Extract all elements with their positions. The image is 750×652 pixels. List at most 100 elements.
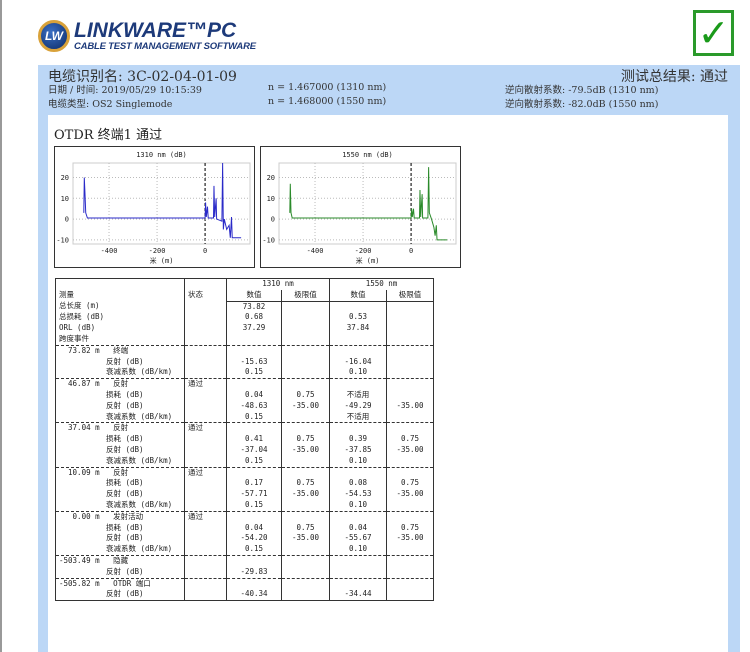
lw-badge: LW [38, 20, 70, 52]
cell [226, 333, 282, 346]
event-row: 73.82 m 终端 [55, 344, 434, 357]
cell [329, 301, 387, 313]
cell: 0.10 [329, 455, 387, 468]
backscatter-1310: 逆向散射系数: -79.5dB (1310 nm) [505, 85, 659, 96]
cell: -35.00 [281, 400, 330, 412]
cell: -40.34 [226, 589, 282, 601]
plot-area [278, 162, 457, 245]
event-row: -503.49 m 隐藏 [55, 554, 434, 567]
cell [184, 344, 227, 357]
cell [386, 455, 434, 468]
summary-row: 总长度 (m) 73.82 [55, 301, 434, 313]
cell: 损耗 (dB) [55, 478, 185, 490]
event-detail-row: 损耗 (dB) 0.04 0.75 不适用 [55, 389, 434, 401]
col-1550: 1550 nm [329, 278, 434, 290]
cell: 0.75 [281, 478, 330, 490]
cell: 37.29 [226, 323, 282, 334]
event-detail-row: 衰减系数 (dB/km) 0.15 0.10 [55, 544, 434, 556]
cell: 总损耗 (dB) [55, 312, 185, 324]
chart-title: 1310 nm (dB) [136, 151, 187, 159]
y-tick-label: 0 [65, 216, 69, 224]
cell: -35.00 [281, 533, 330, 545]
linkware-logo: LW LINKWARE™PC CABLE TEST MANAGEMENT SOFT… [38, 20, 256, 52]
x-tick-label: -400 [307, 247, 324, 255]
cell: 通过 [184, 510, 227, 523]
cell: -16.04 [329, 356, 387, 368]
trace-line [83, 162, 242, 239]
cell: 0.04 [329, 522, 387, 534]
cell [386, 356, 434, 368]
cell: 0.10 [329, 544, 387, 556]
cell: 反射 (dB) [55, 356, 185, 368]
cell: -35.00 [281, 444, 330, 456]
cell: -35.00 [386, 400, 434, 412]
cell: -37.85 [329, 444, 387, 456]
chart-1550: 1550 nm (dB) -400 -200 0 20 10 0 -10 米 (m) [260, 146, 461, 268]
col-1310: 1310 nm [226, 278, 330, 290]
cell [386, 499, 434, 512]
cell: -55.67 [329, 533, 387, 545]
event-detail-row: 衰减系数 (dB/km) 0.15 0.10 [55, 455, 434, 468]
cell: 反射 (dB) [55, 589, 185, 601]
datetime: 日期 / 时间: 2019/05/29 10:15:39 [48, 85, 202, 96]
cell: 0.15 [226, 544, 282, 556]
cell: 通过 [184, 378, 227, 390]
cell: 反射 (dB) [55, 566, 185, 579]
event-detail-row: 反射 (dB) -57.71 -35.00 -54.53 -35.00 [55, 489, 434, 500]
cell: 46.87 m 反射 [55, 378, 185, 390]
cell: 损耗 (dB) [55, 434, 185, 445]
cell: 衰减系数 (dB/km) [55, 367, 185, 379]
cell: 0.04 [226, 389, 282, 401]
trace-line [289, 167, 448, 241]
summary-row: ORL (dB) 37.29 37.84 [55, 323, 434, 334]
cell: 37.84 [329, 323, 387, 334]
cell: 37.04 m 反射 [55, 422, 185, 435]
x-tick-label: 0 [409, 247, 413, 255]
event-detail-row: 反射 (dB) -37.04 -35.00 -37.85 -35.00 [55, 444, 434, 456]
plot-area [72, 162, 251, 245]
col-limit: 极限值 [281, 289, 330, 302]
cell: 衰减系数 (dB/km) [55, 544, 185, 556]
event-detail-row: 反射 (dB) -40.34 -34.44 [55, 589, 434, 601]
x-axis-label: 米 (m) [356, 256, 380, 265]
y-tick-label: -10 [56, 236, 69, 244]
cell: -35.00 [386, 533, 434, 545]
cell: 反射 (dB) [55, 444, 185, 456]
logo-title: LINKWARE™PC [74, 18, 237, 42]
col-measure: 测量 [55, 278, 185, 302]
x-tick-label: 0 [203, 247, 207, 255]
event-detail-row: 反射 (dB) -54.20 -35.00 -55.67 -35.00 [55, 533, 434, 545]
cell: 10.09 m 反射 [55, 466, 185, 479]
y-tick-label: 10 [61, 195, 69, 203]
cell [281, 544, 330, 556]
cell: 跨度事件 [55, 333, 185, 346]
cell: 0.10 [329, 367, 387, 379]
cell: 反射 (dB) [55, 400, 185, 412]
event-row: 46.87 m 反射 通过 [55, 378, 434, 390]
x-tick-label: -200 [355, 247, 372, 255]
event-row: -505.82 m OTDR 端口 [55, 577, 434, 590]
cell: 0.75 [386, 478, 434, 490]
cell: -35.00 [386, 444, 434, 456]
x-axis-label: 米 (m) [150, 256, 174, 265]
cell: 73.82 m 终端 [55, 344, 185, 357]
cell: 0.15 [226, 455, 282, 468]
n-1550: n = 1.468000 (1550 nm) [268, 96, 387, 107]
y-tick-label: 20 [61, 174, 69, 182]
cell [184, 554, 227, 567]
backscatter-1550: 逆向散射系数: -82.0dB (1550 nm) [505, 99, 659, 110]
cell: -29.83 [226, 566, 282, 579]
event-row: 37.04 m 反射 通过 [55, 422, 434, 435]
cell [386, 544, 434, 556]
cell: 0.75 [386, 434, 434, 445]
logo-subtitle: CABLE TEST MANAGEMENT SOFTWARE [74, 40, 256, 52]
cell: 0.15 [226, 367, 282, 379]
col-value: 数值 [226, 289, 282, 302]
event-detail-row: 衰减系数 (dB/km) 0.15 0.10 [55, 499, 434, 512]
cell [281, 455, 330, 468]
summary-row: 总损耗 (dB) 0.68 0.53 [55, 312, 434, 324]
chart-title: 1550 nm (dB) [342, 151, 393, 159]
event-detail-row: 反射 (dB) -48.63 -35.00 -49.29 -35.00 [55, 400, 434, 412]
col-value: 数值 [329, 289, 387, 302]
cell: 衰减系数 (dB/km) [55, 455, 185, 468]
